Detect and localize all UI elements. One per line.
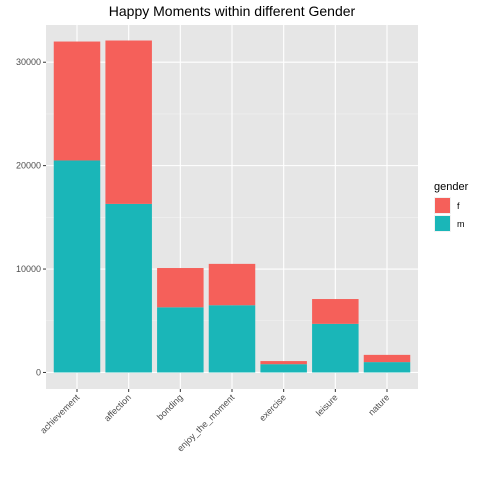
bar-leisure-f	[312, 299, 359, 324]
bar-enjoy_the_moment-f	[208, 263, 256, 306]
y-tick-label: 0	[36, 367, 41, 377]
x-tick-label: nature	[366, 392, 391, 417]
x-tick-label: enjoy_the_moment	[175, 392, 237, 454]
x-axis: achievement affection bondingenjoy_the_mom…	[38, 389, 391, 454]
bar-exercise-f	[260, 361, 307, 365]
bar-nature-f	[363, 354, 411, 363]
bar-leisure-m	[312, 323, 359, 373]
x-tick-label: leisure	[314, 392, 340, 418]
bar-affection-m	[105, 203, 152, 373]
bar-achievement-m	[53, 160, 101, 373]
bars	[53, 40, 411, 373]
chart-title: Happy Moments within different Gender	[109, 3, 356, 19]
legend-swatch-f	[435, 198, 450, 213]
y-tick-label: 20000	[16, 161, 41, 171]
bar-achievement-f	[53, 41, 101, 161]
x-tick-label: exercise	[257, 392, 288, 423]
bar-exercise-m	[260, 364, 307, 373]
y-tick-label: 10000	[16, 264, 41, 274]
legend-label-f: f	[457, 201, 460, 211]
legend-swatch-m	[435, 216, 450, 231]
bar-bonding-f	[157, 268, 204, 308]
x-tick-label: affection	[102, 392, 133, 423]
y-axis: 0 10000 20000 30000	[16, 57, 46, 377]
legend-title: gender	[434, 181, 469, 193]
bar-nature-m	[363, 362, 411, 373]
bar-bonding-m	[157, 307, 204, 373]
x-tick-label: bonding	[155, 392, 185, 422]
y-tick-label: 30000	[16, 57, 41, 67]
bar-enjoy_the_moment-m	[208, 305, 256, 373]
bar-affection-f	[105, 40, 152, 204]
x-tick-label: achievement	[38, 392, 82, 436]
legend: gender fm	[434, 181, 469, 232]
legend-label-m: m	[457, 219, 465, 229]
